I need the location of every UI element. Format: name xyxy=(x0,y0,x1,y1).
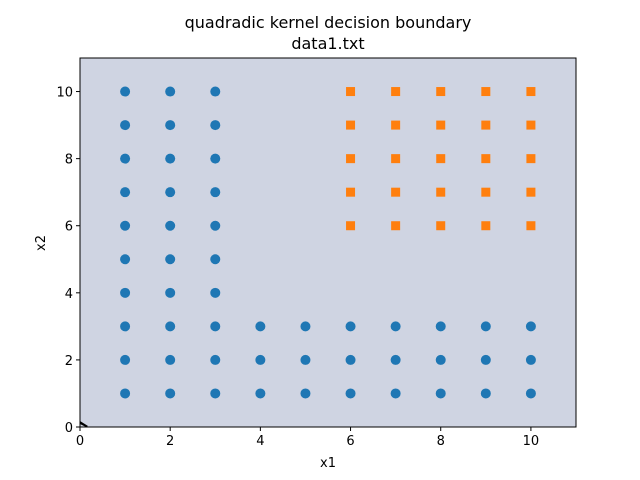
data-point-circle xyxy=(120,187,131,198)
data-point-circle xyxy=(525,354,536,365)
y-axis-label: x2 xyxy=(34,235,49,251)
data-point-square xyxy=(436,87,446,97)
data-point-circle xyxy=(210,120,221,131)
data-point-circle xyxy=(210,287,221,298)
data-point-circle xyxy=(480,388,491,399)
plot-frame xyxy=(79,57,577,428)
data-point-circle xyxy=(435,321,446,332)
data-point-square xyxy=(346,187,356,197)
data-point-circle xyxy=(525,388,536,399)
data-point-square xyxy=(391,221,401,231)
y-tick-label: 10 xyxy=(56,86,73,101)
x-tick-label: 2 xyxy=(166,434,174,449)
data-point-circle xyxy=(345,354,356,365)
y-tick-label: 6 xyxy=(65,220,73,235)
y-tick-label: 8 xyxy=(65,153,73,168)
data-point-square xyxy=(346,221,356,231)
data-point-square xyxy=(391,120,401,130)
data-point-square xyxy=(526,120,536,130)
x-tick-label: 0 xyxy=(76,434,84,449)
data-point-square xyxy=(526,87,536,97)
data-point-circle xyxy=(390,354,401,365)
data-point-square xyxy=(436,154,446,164)
data-point-circle xyxy=(120,287,131,298)
data-point-circle xyxy=(435,354,446,365)
data-point-circle xyxy=(165,354,176,365)
x-axis-label: x1 xyxy=(320,456,336,471)
data-point-circle xyxy=(120,86,131,97)
data-point-square xyxy=(391,87,401,97)
data-point-square xyxy=(436,187,446,197)
data-point-circle xyxy=(255,354,266,365)
data-point-circle xyxy=(480,354,491,365)
data-point-circle xyxy=(165,153,176,164)
data-point-square xyxy=(436,120,446,130)
data-point-circle xyxy=(300,354,311,365)
data-point-circle xyxy=(165,220,176,231)
data-point-circle xyxy=(525,321,536,332)
data-point-circle xyxy=(120,388,131,399)
data-point-circle xyxy=(165,254,176,265)
data-point-square xyxy=(346,87,356,97)
data-point-circle xyxy=(300,321,311,332)
y-tick-label: 2 xyxy=(65,354,73,369)
data-point-circle xyxy=(165,86,176,97)
data-point-square xyxy=(481,87,491,97)
y-tick-label: 0 xyxy=(65,421,73,436)
data-point-square xyxy=(346,154,356,164)
data-point-circle xyxy=(120,254,131,265)
data-point-circle xyxy=(210,254,221,265)
boundary-corner-mark xyxy=(80,421,88,427)
data-point-circle xyxy=(120,153,131,164)
data-point-circle xyxy=(120,120,131,131)
x-tick-label: 6 xyxy=(346,434,354,449)
data-point-circle xyxy=(210,187,221,198)
data-point-circle xyxy=(255,388,266,399)
data-point-square xyxy=(391,154,401,164)
x-tick-label: 8 xyxy=(437,434,445,449)
data-point-square xyxy=(481,221,491,231)
data-point-circle xyxy=(345,388,356,399)
data-point-circle xyxy=(165,187,176,198)
x-tick-label: 4 xyxy=(256,434,264,449)
data-point-circle xyxy=(165,287,176,298)
plot-area xyxy=(80,58,576,427)
data-point-circle xyxy=(300,388,311,399)
data-point-circle xyxy=(210,388,221,399)
data-point-circle xyxy=(480,321,491,332)
data-point-square xyxy=(481,120,491,130)
data-point-square xyxy=(481,187,491,197)
chart-subtitle: data1.txt xyxy=(291,34,364,53)
chart-title: quadradic kernel decision boundary xyxy=(185,13,472,32)
data-point-square xyxy=(391,187,401,197)
data-point-square xyxy=(526,187,536,197)
data-point-circle xyxy=(390,388,401,399)
data-point-circle xyxy=(210,220,221,231)
x-tick-label: 10 xyxy=(523,434,540,449)
data-point-circle xyxy=(165,120,176,131)
data-point-circle xyxy=(165,388,176,399)
data-point-circle xyxy=(165,321,176,332)
data-point-circle xyxy=(210,153,221,164)
data-point-circle xyxy=(210,86,221,97)
data-point-circle xyxy=(390,321,401,332)
data-point-circle xyxy=(120,321,131,332)
data-point-circle xyxy=(120,220,131,231)
data-point-circle xyxy=(255,321,266,332)
data-point-square xyxy=(526,154,536,164)
data-point-circle xyxy=(210,321,221,332)
data-point-circle xyxy=(210,354,221,365)
data-point-square xyxy=(346,120,356,130)
data-point-circle xyxy=(345,321,356,332)
data-point-square xyxy=(481,154,491,164)
data-point-square xyxy=(526,221,536,231)
data-point-circle xyxy=(435,388,446,399)
y-tick-label: 4 xyxy=(65,287,73,302)
data-point-circle xyxy=(120,354,131,365)
data-point-square xyxy=(436,221,446,231)
